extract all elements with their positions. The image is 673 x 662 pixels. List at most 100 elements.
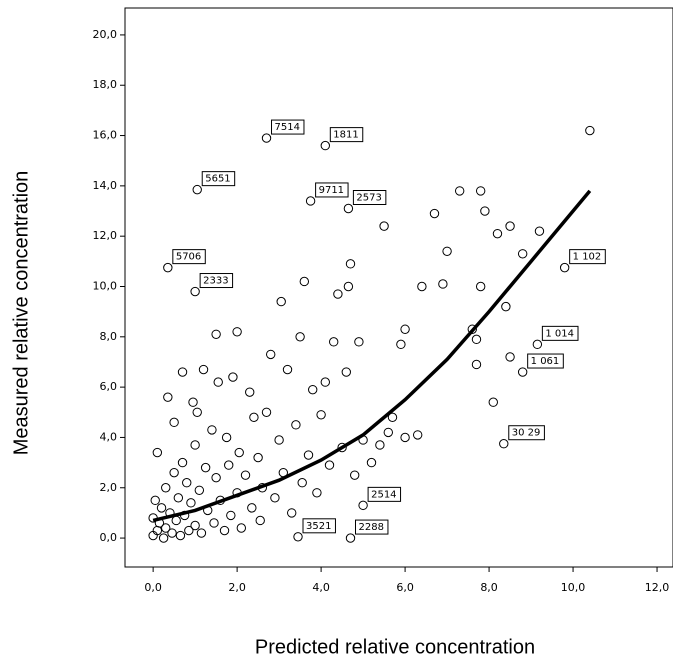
data-point <box>169 417 179 428</box>
data-point <box>163 392 173 402</box>
data-point <box>383 427 393 438</box>
label-box <box>315 182 349 198</box>
label-box <box>302 518 336 534</box>
data-point <box>228 372 238 382</box>
y-tick-label: 20,0 <box>93 28 118 41</box>
data-point <box>429 208 440 219</box>
labeled-point <box>190 286 200 297</box>
point-label: 1 102 <box>573 252 602 263</box>
data-point <box>505 352 515 362</box>
labeled-point <box>517 367 528 377</box>
plot-frame <box>124 7 673 568</box>
y-tick-label: 14,0 <box>93 179 118 192</box>
x-axis-title: Predicted relative concentration <box>255 636 535 658</box>
data-point <box>261 407 272 417</box>
point-label: 1 014 <box>545 328 574 339</box>
data-point <box>198 364 209 375</box>
labeled-point <box>261 133 272 143</box>
data-point <box>471 359 482 370</box>
labeled-point <box>499 439 509 449</box>
data-point <box>150 495 160 506</box>
labeled-point <box>293 532 303 542</box>
data-point <box>400 432 410 443</box>
data-point <box>226 510 236 521</box>
x-tick-label: 12,0 <box>645 581 670 594</box>
data-point <box>247 503 257 513</box>
x-tick-label: 6,0 <box>396 581 414 594</box>
data-point <box>341 367 351 377</box>
labeled-point <box>305 196 316 206</box>
y-axis-title: Measured relative concentration <box>10 171 32 456</box>
data-point <box>324 460 335 470</box>
label-box <box>352 190 387 206</box>
data-point <box>213 377 223 387</box>
point-label: 1811 <box>333 130 358 141</box>
data-point <box>366 457 377 468</box>
data-point <box>186 498 196 508</box>
labeled-point <box>320 140 331 151</box>
data-point <box>467 324 477 334</box>
data-point <box>442 246 452 256</box>
data-point <box>177 457 188 468</box>
data-point <box>291 420 301 430</box>
point-label: 2573 <box>356 193 381 204</box>
data-point <box>492 228 503 239</box>
labeled-point <box>343 203 354 214</box>
y-tick-label: 2,0 <box>100 481 118 494</box>
data-point <box>379 221 389 231</box>
point-label: 9711 <box>319 185 344 196</box>
data-point <box>175 530 186 541</box>
data-point <box>245 387 255 397</box>
data-point <box>236 523 247 533</box>
data-point <box>517 249 528 259</box>
data-point <box>333 289 343 299</box>
label-box <box>271 119 305 135</box>
point-label: 2288 <box>358 522 383 533</box>
data-point <box>173 493 184 503</box>
point-label: 2514 <box>371 489 396 500</box>
y-tick-label: 12,0 <box>93 229 118 242</box>
data-point <box>270 493 280 503</box>
data-point <box>219 525 230 536</box>
data-point <box>169 467 179 478</box>
data-point <box>234 447 244 458</box>
data-point <box>349 470 360 480</box>
data-point <box>454 186 465 196</box>
y-tick-label: 10,0 <box>93 279 118 292</box>
point-label: 1 061 <box>531 356 560 367</box>
labeled-point <box>192 184 202 195</box>
data-point <box>240 470 251 480</box>
data-point <box>152 447 163 458</box>
data-point <box>312 488 322 498</box>
label-box <box>569 249 606 265</box>
data-point <box>475 186 486 196</box>
point-label: 2333 <box>203 276 228 287</box>
data-point <box>471 334 482 345</box>
y-tick-label: 8,0 <box>100 330 118 343</box>
label-box <box>527 353 564 369</box>
data-point <box>299 276 310 287</box>
x-tick-label: 2,0 <box>228 581 246 594</box>
x-tick-label: 4,0 <box>312 581 330 594</box>
labeled-point <box>559 262 570 273</box>
data-point <box>287 508 297 518</box>
data-point <box>249 412 259 423</box>
fit-curve <box>152 189 592 523</box>
point-label: 3521 <box>306 521 331 532</box>
data-point <box>337 442 347 453</box>
data-point <box>480 206 490 216</box>
data-point <box>177 367 188 377</box>
y-tick-label: 6,0 <box>100 380 118 393</box>
data-point <box>438 279 448 289</box>
data-point <box>320 377 331 387</box>
y-tick-label: 0,0 <box>100 531 118 544</box>
data-point <box>297 478 307 488</box>
data-point <box>211 472 221 483</box>
data-point <box>475 281 486 292</box>
data-point <box>387 412 398 423</box>
data-point <box>209 518 219 528</box>
data-point <box>266 349 276 360</box>
data-point <box>211 329 221 339</box>
data-point <box>224 460 234 470</box>
